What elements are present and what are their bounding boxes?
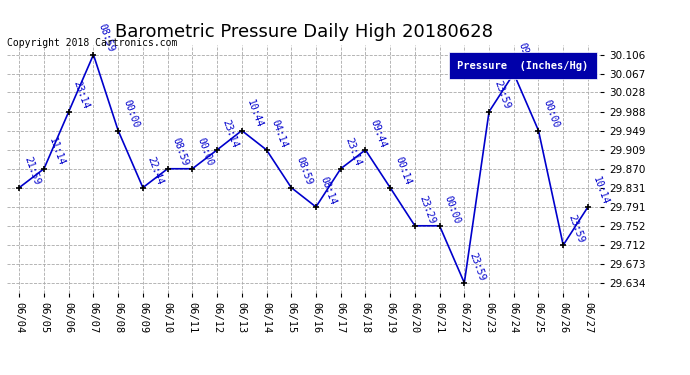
- Text: 11:14: 11:14: [47, 137, 66, 168]
- Text: 23:14: 23:14: [72, 80, 91, 111]
- Text: 23:14: 23:14: [220, 118, 239, 149]
- Text: 23:59: 23:59: [566, 213, 586, 244]
- Text: 04:14: 04:14: [270, 118, 289, 149]
- Text: 08:59: 08:59: [170, 137, 190, 168]
- Text: 00:00: 00:00: [542, 99, 561, 130]
- Text: 09:44: 09:44: [368, 118, 388, 149]
- Text: 23:59: 23:59: [467, 251, 486, 282]
- Text: 10:44: 10:44: [245, 99, 264, 130]
- Text: Pressure  (Inches/Hg): Pressure (Inches/Hg): [457, 61, 589, 70]
- Text: 23:14: 23:14: [344, 137, 363, 168]
- Title: Barometric Pressure Daily High 20180628: Barometric Pressure Daily High 20180628: [115, 22, 493, 40]
- Text: 22:44: 22:44: [146, 156, 166, 187]
- Text: 00:14: 00:14: [393, 156, 413, 187]
- Text: 09:59: 09:59: [517, 42, 536, 72]
- Text: 08:59: 08:59: [294, 156, 314, 187]
- Text: Copyright 2018 Cartronics.com: Copyright 2018 Cartronics.com: [7, 38, 177, 48]
- Text: 00:00: 00:00: [442, 194, 462, 225]
- Text: 00:00: 00:00: [121, 99, 141, 130]
- Text: 23:29: 23:29: [418, 194, 437, 225]
- Text: 23:59: 23:59: [492, 80, 511, 111]
- Text: 10:14: 10:14: [591, 175, 611, 206]
- Text: 08:59: 08:59: [97, 22, 116, 54]
- Text: 00:00: 00:00: [195, 137, 215, 168]
- Text: 08:14: 08:14: [319, 175, 338, 206]
- Text: 21:59: 21:59: [22, 156, 41, 187]
